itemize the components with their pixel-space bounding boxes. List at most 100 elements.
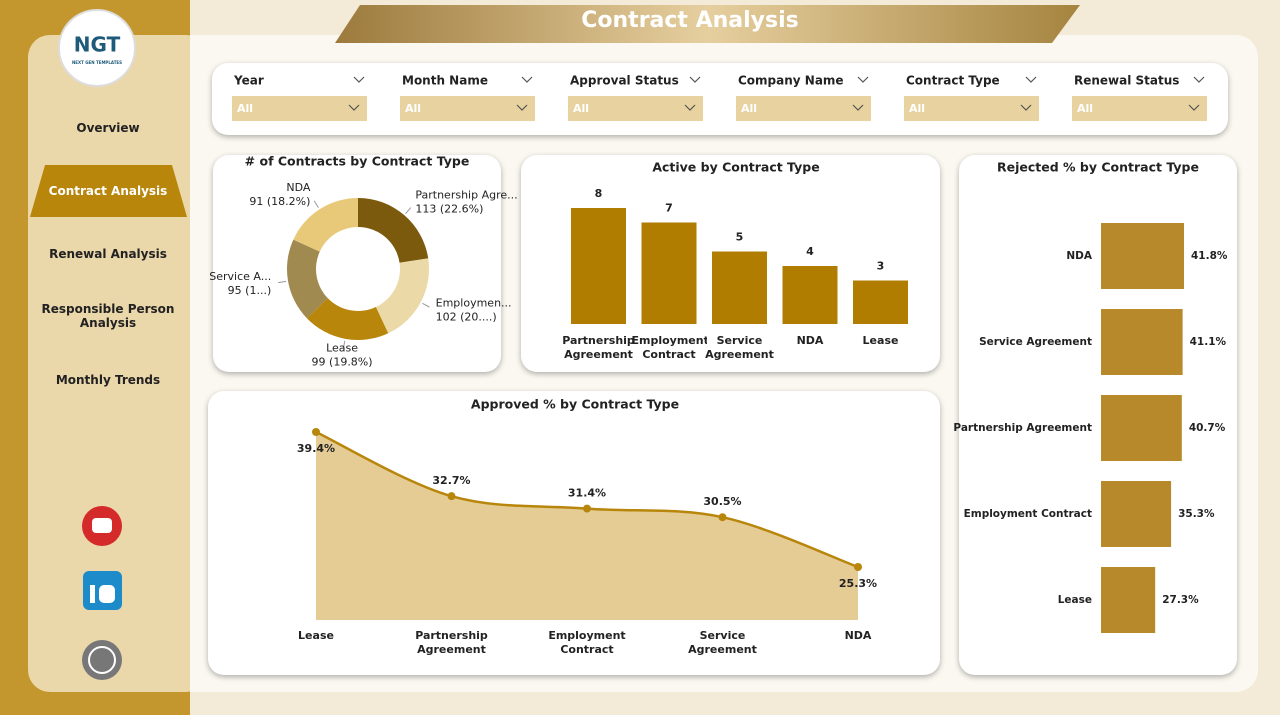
point-label: 32.7% [432, 474, 470, 487]
filter-chevron [1193, 76, 1205, 83]
x-tick-label: Employment Contract [548, 629, 626, 656]
filter-label: Renewal Status [1074, 74, 1179, 88]
nav-item-box: Responsible Person Analysis [41, 302, 175, 330]
x-tick-label-box: NDA [844, 629, 872, 642]
filter-value: All [573, 102, 589, 115]
filter-dropdown[interactable] [904, 96, 1039, 121]
bar [1101, 309, 1183, 375]
bar [782, 266, 838, 324]
nav-item-box: Overview [76, 121, 140, 135]
x-tick-label-box: Employment Contract [631, 334, 707, 361]
x-tick-label: Partnership Agreement [562, 334, 635, 361]
filter-dropdown[interactable] [1072, 96, 1207, 121]
nav-item[interactable]: Monthly Trends [55, 373, 161, 387]
y-tick-label: Lease [1058, 594, 1092, 606]
dropdown-chevron [348, 104, 360, 111]
bar [1101, 481, 1172, 547]
donut-slice [287, 239, 328, 319]
chart-title: Active by Contract Type [652, 160, 819, 175]
filter-label: Company Name [738, 74, 844, 88]
nav-item-box: Renewal Analysis [49, 247, 167, 261]
filter-value: All [1077, 102, 1093, 115]
dropdown-chevron [1188, 104, 1200, 111]
filter-value: All [741, 102, 757, 115]
slice-value: 113 (22.6%) [415, 202, 483, 215]
area-point [718, 513, 727, 522]
x-tick-label-box: Partnership Agreement [415, 629, 488, 656]
area-point [854, 563, 862, 571]
filter-value: All [405, 102, 421, 115]
filter-value: All [909, 102, 925, 115]
bar-value: 41.8% [1191, 250, 1228, 262]
nav-item[interactable]: Responsible Person Analysis [41, 302, 175, 330]
point-label: 31.4% [568, 487, 606, 500]
linkedin-icon-n [99, 585, 115, 603]
x-tick-label: Partnership Agreement [415, 629, 488, 656]
x-tick-label: NDA [796, 334, 824, 347]
slice-label: Lease [326, 342, 358, 355]
filter-label: Contract Type [906, 74, 1000, 88]
filter-dropdown[interactable] [400, 96, 535, 121]
chart-title: Approved % by Contract Type [471, 397, 679, 412]
bar-value: 5 [736, 231, 744, 244]
y-tick-label: Partnership Agreement [953, 422, 1092, 434]
x-tick-label-box: Service Agreement [705, 334, 774, 361]
donut-slice [293, 197, 358, 252]
nav-item[interactable]: Contract Analysis [48, 184, 168, 198]
web-icon[interactable] [82, 640, 122, 680]
slice-value: 99 (19.8%) [312, 356, 373, 369]
x-tick-label-box: Lease [862, 334, 899, 347]
slice-value: 102 (20....) [436, 310, 497, 323]
filter-value: All [237, 102, 253, 115]
bar-value: 41.1% [1190, 336, 1227, 348]
bar [1101, 223, 1184, 289]
x-tick-label: Employment Contract [631, 334, 707, 361]
bar [1101, 395, 1182, 461]
leader-line [342, 340, 346, 349]
nav-item[interactable]: Renewal Analysis [49, 247, 167, 261]
point-label: 30.5% [703, 495, 741, 508]
leader-line [422, 302, 430, 308]
x-tick-label-box: Partnership Agreement [562, 334, 635, 361]
slice-value: 91 (18.2%) [249, 195, 310, 208]
bar-value: 3 [877, 260, 885, 273]
filter-chevron [1025, 76, 1037, 83]
x-tick-label: NDA [844, 629, 872, 642]
filter-label: Year [233, 74, 264, 88]
chart-title: # of Contracts by Contract Type [245, 154, 470, 169]
youtube-icon-inner [92, 518, 112, 533]
filter-label: Approval Status [570, 74, 679, 88]
donut-slice [306, 298, 389, 340]
leader-line [278, 280, 287, 284]
bar-value: 27.3% [1162, 594, 1199, 606]
area-point [312, 428, 320, 436]
y-tick-label: Service Agreement [979, 336, 1092, 348]
logo-text: NGT [74, 33, 121, 57]
dropdown-chevron [852, 104, 864, 111]
bar-value: 7 [665, 202, 673, 215]
donut-slice [358, 198, 429, 263]
bar [571, 208, 626, 324]
donut-slice [375, 258, 429, 334]
x-tick-label: Service Agreement [705, 334, 774, 361]
chart-title: Rejected % by Contract Type [997, 160, 1199, 175]
filter-dropdown[interactable] [232, 96, 367, 121]
linkedin-icon-bar [90, 585, 95, 603]
bar-value: 35.3% [1178, 508, 1215, 520]
nav-item[interactable]: Overview [76, 121, 140, 135]
title-banner [335, 5, 1080, 43]
bar [712, 251, 767, 324]
point-label: 39.4% [297, 442, 335, 455]
bar-value: 8 [595, 187, 603, 200]
dropdown-chevron [684, 104, 696, 111]
filter-dropdown[interactable] [568, 96, 703, 121]
bar-value: 4 [806, 245, 814, 258]
x-tick-label-box: Employment Contract [548, 629, 626, 656]
slice-label: Employmen... [436, 296, 512, 309]
x-tick-label: Lease [862, 334, 899, 347]
filter-dropdown[interactable] [736, 96, 871, 121]
x-tick-label-box: Service Agreement [688, 629, 757, 656]
y-tick-label: NDA [1066, 250, 1093, 262]
